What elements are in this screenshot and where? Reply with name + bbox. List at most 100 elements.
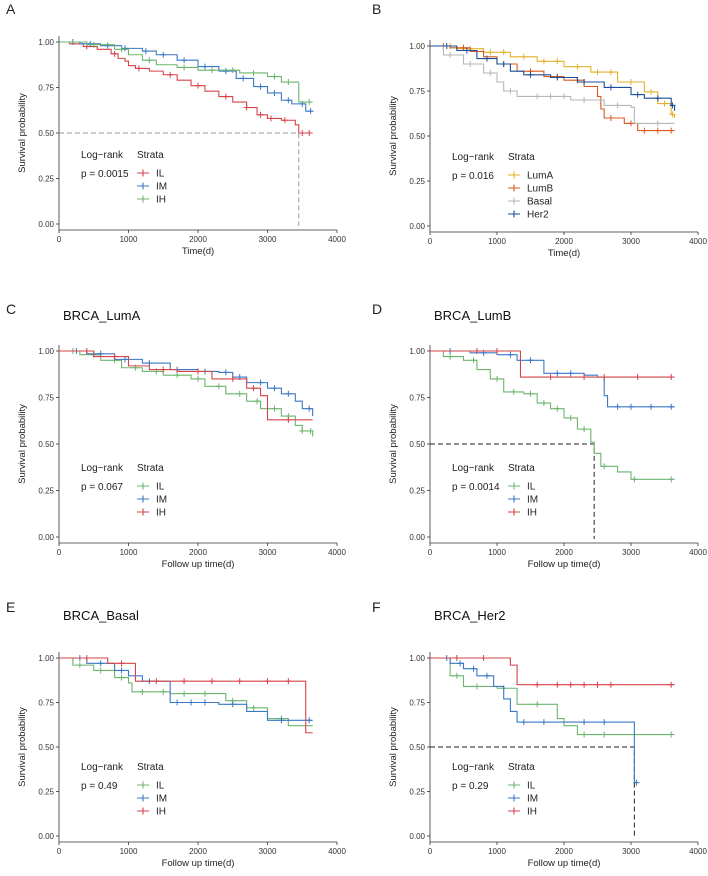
legend-title: Strata [508,463,535,474]
censor-mark-IH [581,374,588,381]
censor-mark-IM [257,379,264,386]
censor-mark-Her2 [527,71,534,78]
legend-pvalue: p = 0.0014 [452,482,500,493]
censor-mark-IM [520,719,527,726]
legend-title: Strata [137,762,164,773]
censor-mark-IL [601,731,608,738]
x-tick-label: 3000 [259,847,277,856]
x-axis-label: Time(d) [548,248,580,259]
x-tick-label: 2000 [555,237,573,246]
y-tick-label: 1.00 [38,654,54,663]
censor-mark-IM [668,403,675,410]
y-tick-label: 0.25 [409,788,425,797]
censor-mark-IH [90,41,97,48]
censor-mark-IH [607,681,614,688]
censor-mark-IH [160,366,167,373]
censor-mark-IM [257,83,264,90]
censor-mark-LumB [628,120,634,127]
censor-mark-IL [236,390,243,397]
censor-mark-IL [201,690,208,697]
x-tick-label: 4000 [689,847,707,856]
censor-mark-IL [118,674,125,681]
x-tick-label: 3000 [259,548,277,557]
censor-mark-Basal [447,52,454,58]
censor-mark-Her2 [669,102,676,109]
x-tick-label: 3000 [622,237,640,246]
x-tick-label: 0 [428,237,433,246]
legend-entry: IL [156,482,165,493]
legend-title: Strata [508,152,535,163]
censor-mark-IM [122,45,129,52]
panel-title: BRCA_Her2 [434,608,506,623]
censor-mark-IL [581,426,588,433]
censor-mark-IM [181,57,188,64]
censor-mark-Basal [654,120,661,127]
y-tick-label: 0.50 [38,440,54,449]
censor-mark-IH [111,353,118,360]
legend-test: Log−rank [81,150,124,161]
censor-mark-Her2 [654,95,661,102]
censor-mark-IM [122,356,129,363]
censor-mark-IH [581,681,588,688]
x-tick-label: 0 [57,847,62,856]
censor-mark-IM [271,89,278,96]
y-tick-label: 0.25 [38,788,54,797]
curve-IL [59,657,313,727]
censor-mark-IL [76,662,83,669]
censor-mark-IL [174,372,181,379]
censor-mark-Basal [534,93,541,100]
curve-IL [59,41,313,134]
censor-mark-IH [83,655,90,661]
censor-mark-IM [229,701,236,708]
y-tick-label: 1.00 [409,42,425,51]
x-tick-label: 1000 [120,847,138,856]
censor-mark-Basal [561,93,567,100]
panel-label: B [372,1,381,17]
censor-mark-IL [668,731,675,738]
y-tick-label: 0.00 [409,533,425,542]
curve-IH [59,657,313,734]
censor-mark-IH [236,678,243,685]
censor-mark-IL [281,117,288,124]
curve-IL [59,350,314,437]
censor-mark-IM [240,75,247,82]
legend-key-IM [137,794,149,802]
censor-mark-IL [195,375,201,382]
censor-mark-IL [601,463,608,470]
panel-E: E BRCA_Basal 0.00 0.25 0.50 0.75 1.00 0 1000 2000… [6,599,346,869]
censor-mark-IH [453,655,460,661]
legend-key-IM [137,495,149,503]
x-tick-label: 1000 [120,548,138,557]
censor-mark-IL [215,383,222,390]
x-tick-label: 1000 [488,847,506,856]
y-tick-label: 0.00 [38,533,54,542]
censor-mark-LumB [607,115,614,121]
censor-mark-IH [118,46,125,53]
censor-mark-IH [83,348,90,354]
y-tick-label: 0.25 [38,175,54,184]
censor-mark-Her2 [554,74,561,81]
censor-mark-IH [250,69,257,76]
censor-mark-IL [534,701,541,708]
censor-mark-IH [195,368,201,375]
y-tick-label: 0.75 [409,699,425,708]
censor-mark-IL [540,400,547,407]
censor-mark-IM [470,665,477,672]
censor-mark-IH [567,681,574,688]
curve-LumA [430,45,676,118]
y-axis-label: Survival probability [17,404,28,484]
x-tick-label: 2000 [555,548,573,557]
panel-F: F BRCA_Her2 0.00 0.25 0.50 0.75 1.00 0 1000 2000 3… [372,599,707,869]
legend-entry: IM [156,794,167,805]
y-tick-label: 0.75 [38,84,54,93]
censor-mark-IM [201,63,208,70]
censor-mark-IM [648,403,655,410]
censor-mark-LumB [668,127,675,134]
curve-IL [430,350,675,480]
censor-mark-LumB [460,44,467,51]
legend-test: Log−rank [81,762,124,773]
y-tick-label: 0.00 [409,832,425,841]
censor-mark-IM [306,717,313,724]
censor-mark-Basal [507,88,514,94]
y-axis-label: Survival probability [388,707,399,787]
